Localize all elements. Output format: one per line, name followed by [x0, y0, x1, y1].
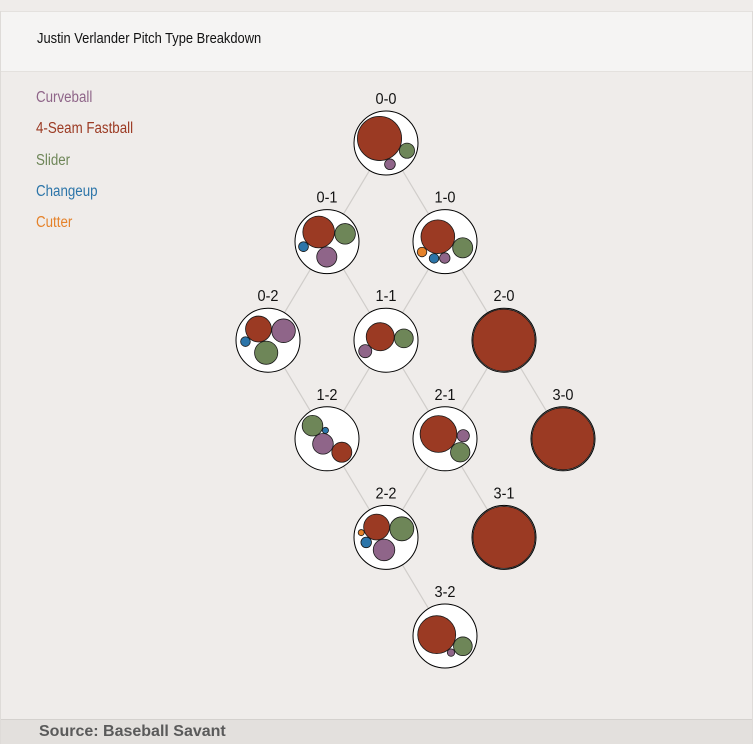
top-band: [0, 0, 753, 11]
count-label-1-1: 1-1: [376, 288, 397, 305]
bubble-0-2-curveball: [271, 318, 296, 343]
bubble-2-2-fastball: [363, 513, 390, 541]
bubble-2-1-fastball: [419, 415, 458, 453]
bubble-2-2-slider: [389, 516, 415, 542]
bubble-2-2-cutter: [357, 529, 365, 537]
chart-header: Justin Verlander Pitch Type Breakdown: [1, 11, 752, 72]
count-label-1-2: 1-2: [317, 387, 338, 404]
bubble-1-2-fastball: [331, 441, 353, 463]
legend-item-slider: Slider: [36, 151, 71, 169]
count-node-1-1: 1-1: [353, 288, 419, 373]
bubble-0-0-slider: [399, 142, 415, 159]
bubble-0-1-fastball: [302, 215, 335, 249]
count-node-1-2: 1-2: [294, 387, 360, 472]
count-node-3-0: 3-0: [530, 387, 596, 472]
bubble-2-2-curveball: [372, 538, 396, 562]
bubble-0-1-changeup: [298, 241, 309, 252]
chart-title: Justin Verlander Pitch Type Breakdown: [37, 30, 262, 47]
legend-item-curveball: Curveball: [36, 89, 93, 106]
bubble-1-0-fastball: [420, 219, 456, 254]
count-node-0-0: 0-0: [353, 91, 419, 176]
legend-item-changeup: Changeup: [36, 182, 98, 200]
bubble-1-2-curveball: [312, 433, 334, 455]
bubble-0-1-slider: [334, 223, 356, 245]
legend-item-cutter: Cutter: [36, 214, 73, 232]
bubble-1-2-slider: [301, 414, 324, 437]
count-node-1-0: 1-0: [412, 190, 478, 275]
bubble-3-2-slider: [453, 636, 473, 657]
bubble-3-0-fastball: [531, 407, 595, 471]
legend-item-fastball: 4-Seam Fastball: [36, 120, 134, 138]
bubble-1-1-slider: [394, 328, 414, 349]
count-label-3-2: 3-2: [435, 584, 456, 601]
bubble-0-2-slider: [254, 340, 279, 365]
bubble-0-0-curveball: [384, 158, 396, 171]
bubble-2-1-curveball: [456, 429, 470, 443]
count-label-0-2: 0-2: [258, 288, 279, 305]
bubble-1-1-curveball: [358, 344, 373, 359]
bubble-3-2-fastball: [417, 615, 457, 654]
count-node-2-2: 2-2: [353, 485, 419, 570]
count-node-3-1: 3-1: [471, 485, 537, 570]
count-tree-chart: 0-0 0-1 1-0 0-2 1-1 2-0 1-2 2-1 3-0 2-2 3-1 3-2: [235, 91, 596, 669]
count-node-2-0: 2-0: [471, 288, 537, 373]
count-node-0-2: 0-2: [235, 288, 301, 373]
bubble-2-2-changeup: [360, 536, 372, 549]
count-label-2-2: 2-2: [376, 485, 397, 502]
bubble-2-0-fastball: [472, 308, 536, 372]
bubble-1-0-changeup: [428, 253, 440, 264]
source-footer: Source: Baseball Savant: [1, 719, 752, 744]
count-node-0-1: 0-1: [294, 190, 360, 275]
bubble-0-2-changeup: [240, 336, 251, 347]
count-label-0-1: 0-1: [317, 190, 338, 207]
count-label-2-1: 2-1: [435, 387, 456, 404]
count-node-2-1: 2-1: [412, 387, 478, 472]
legend: Curveball 4-Seam Fastball Slider Changeup Cu…: [36, 88, 149, 244]
bubble-1-0-slider: [452, 237, 474, 259]
bubble-0-2-fastball: [245, 315, 272, 343]
count-label-3-0: 3-0: [553, 387, 574, 404]
count-label-2-0: 2-0: [494, 288, 515, 305]
count-node-3-2: 3-2: [412, 584, 478, 669]
count-label-1-0: 1-0: [435, 190, 456, 207]
bubble-1-2-changeup: [321, 426, 329, 434]
count-label-0-0: 0-0: [376, 91, 397, 108]
bubble-1-0-curveball: [439, 252, 451, 264]
source-label: Source: Baseball Savant: [39, 723, 226, 740]
bubble-2-1-slider: [450, 442, 471, 463]
bubble-0-0-fastball: [357, 115, 403, 161]
bubble-3-1-fastball: [472, 506, 536, 569]
bubble-1-0-cutter: [416, 246, 428, 258]
bubble-0-1-curveball: [316, 246, 338, 268]
bubble-3-2-curveball: [446, 648, 456, 657]
bubble-1-1-fastball: [365, 322, 395, 352]
count-label-3-1: 3-1: [494, 485, 515, 502]
